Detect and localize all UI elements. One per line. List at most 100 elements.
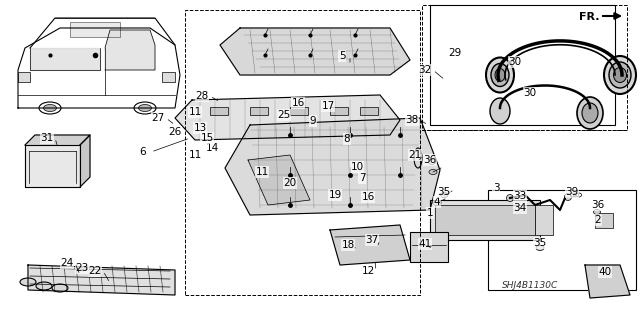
Ellipse shape <box>536 246 544 250</box>
Text: 7: 7 <box>358 173 365 183</box>
Ellipse shape <box>490 98 510 124</box>
Text: 11: 11 <box>188 107 202 117</box>
Text: SHJ4B1130C: SHJ4B1130C <box>502 280 558 290</box>
Bar <box>210 107 228 115</box>
Ellipse shape <box>495 69 505 81</box>
Text: 28: 28 <box>195 91 209 101</box>
Bar <box>435 205 535 235</box>
Polygon shape <box>28 265 175 295</box>
Text: 19: 19 <box>328 190 342 200</box>
Bar <box>360 107 378 115</box>
Text: 40: 40 <box>598 267 612 277</box>
Polygon shape <box>248 155 310 205</box>
Text: 38: 38 <box>405 115 419 125</box>
Text: 23: 23 <box>76 263 88 273</box>
Text: 34: 34 <box>513 203 527 213</box>
Text: 18: 18 <box>341 240 355 250</box>
Text: FR.: FR. <box>579 12 600 22</box>
Polygon shape <box>330 225 410 265</box>
Text: 20: 20 <box>284 178 296 188</box>
Text: 21: 21 <box>408 150 422 160</box>
Text: 17: 17 <box>321 101 335 111</box>
Text: 8: 8 <box>344 134 350 144</box>
Text: 11: 11 <box>188 150 202 160</box>
Ellipse shape <box>491 63 509 86</box>
Ellipse shape <box>39 102 61 114</box>
Text: 16: 16 <box>291 98 305 108</box>
Bar <box>162 72 175 82</box>
Text: 25: 25 <box>277 110 291 120</box>
Bar <box>410 232 448 262</box>
Ellipse shape <box>429 169 437 174</box>
Text: 16: 16 <box>362 192 374 202</box>
Text: 9: 9 <box>310 116 316 126</box>
Bar <box>595 213 613 228</box>
Ellipse shape <box>506 195 513 202</box>
Ellipse shape <box>440 192 448 197</box>
Text: 5: 5 <box>339 51 346 61</box>
Text: 24: 24 <box>60 258 74 268</box>
Bar <box>290 107 308 115</box>
Text: 11: 11 <box>255 167 269 177</box>
Text: 39: 39 <box>565 187 579 197</box>
Text: 14: 14 <box>205 143 219 153</box>
Text: 37: 37 <box>365 235 379 245</box>
Polygon shape <box>175 95 400 140</box>
Ellipse shape <box>604 56 636 94</box>
Text: 36: 36 <box>591 200 605 210</box>
Ellipse shape <box>582 103 598 123</box>
Text: 2: 2 <box>595 215 602 225</box>
Ellipse shape <box>36 282 52 290</box>
Polygon shape <box>585 265 630 298</box>
Ellipse shape <box>577 97 603 129</box>
Polygon shape <box>25 145 80 187</box>
Polygon shape <box>220 28 410 75</box>
Text: 3: 3 <box>493 183 499 193</box>
Polygon shape <box>25 135 90 145</box>
Polygon shape <box>30 48 100 70</box>
Text: 26: 26 <box>168 127 182 137</box>
Text: 35: 35 <box>533 238 547 248</box>
Bar <box>70 22 120 37</box>
Text: 36: 36 <box>424 155 436 165</box>
Text: 32: 32 <box>419 65 431 75</box>
Text: 41: 41 <box>419 239 431 249</box>
Ellipse shape <box>138 105 152 112</box>
Text: 6: 6 <box>140 147 147 157</box>
Ellipse shape <box>433 201 441 205</box>
Text: 4: 4 <box>434 197 440 207</box>
Text: 12: 12 <box>362 266 374 276</box>
Text: 35: 35 <box>437 187 451 197</box>
Bar <box>488 190 636 290</box>
Text: 13: 13 <box>193 123 207 133</box>
Polygon shape <box>105 30 155 70</box>
Ellipse shape <box>486 57 514 93</box>
Ellipse shape <box>414 148 422 168</box>
Bar <box>18 72 30 82</box>
Text: 10: 10 <box>351 162 364 172</box>
Ellipse shape <box>44 105 56 112</box>
Bar <box>535 205 553 235</box>
Ellipse shape <box>429 160 435 165</box>
Ellipse shape <box>593 210 600 214</box>
Bar <box>430 5 615 125</box>
Text: 31: 31 <box>40 133 54 143</box>
Ellipse shape <box>20 278 36 286</box>
Polygon shape <box>225 118 440 215</box>
Text: 27: 27 <box>152 113 164 123</box>
Ellipse shape <box>609 62 631 88</box>
Text: 30: 30 <box>508 57 522 67</box>
Bar <box>422 5 627 130</box>
Text: 15: 15 <box>200 133 214 143</box>
Bar <box>185 10 420 295</box>
Text: 33: 33 <box>513 191 527 201</box>
Ellipse shape <box>564 194 572 201</box>
Text: 30: 30 <box>524 88 536 98</box>
Text: 1: 1 <box>427 208 433 218</box>
Ellipse shape <box>614 68 627 83</box>
Ellipse shape <box>134 102 156 114</box>
Bar <box>330 107 348 115</box>
Polygon shape <box>80 135 90 187</box>
Ellipse shape <box>52 284 68 292</box>
Bar <box>250 107 268 115</box>
